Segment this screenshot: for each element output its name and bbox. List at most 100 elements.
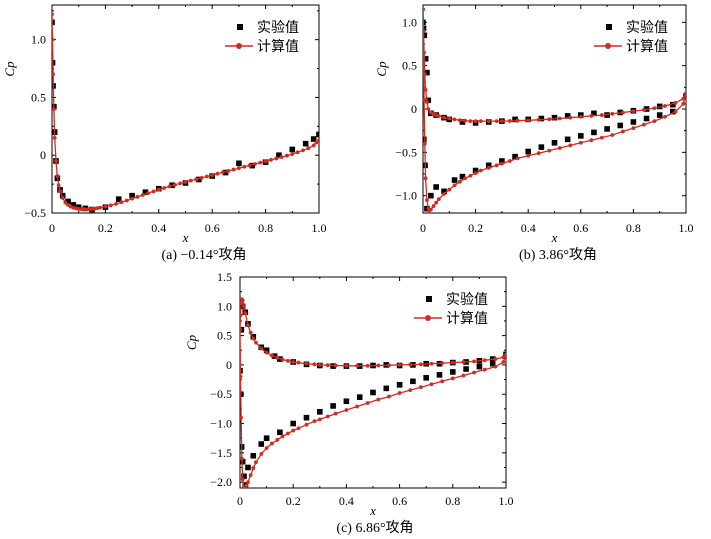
experimental-point <box>70 202 77 208</box>
computed-point <box>684 91 686 96</box>
computed-point <box>473 171 478 176</box>
computed-point <box>620 110 625 115</box>
data-layer <box>240 297 506 488</box>
computed-point <box>279 155 284 159</box>
computed-point <box>240 374 243 379</box>
computed-point <box>263 159 268 164</box>
computed-point <box>285 431 290 436</box>
computed-point <box>482 358 487 363</box>
experimental-point <box>258 441 265 447</box>
computed-point <box>494 163 499 168</box>
computed-point <box>426 107 431 111</box>
computed-point <box>452 183 457 188</box>
computed-point <box>436 114 441 118</box>
computed-point <box>296 360 301 365</box>
computed-point <box>365 363 370 368</box>
experimental-point <box>670 101 676 108</box>
experimental-point <box>423 25 427 32</box>
computed-point <box>589 138 594 143</box>
computed-point <box>663 104 667 108</box>
computed-point <box>231 167 236 172</box>
y-tick-label: 1.0 <box>402 15 417 29</box>
y-axis-label: Cp <box>184 334 199 350</box>
computed-point <box>482 367 487 372</box>
computed-point <box>473 119 478 124</box>
computed-point <box>226 169 231 173</box>
x-tick-label: 0.6 <box>392 494 407 508</box>
experimental-point <box>142 189 149 195</box>
computed-point <box>124 198 129 203</box>
computed-point <box>275 355 280 360</box>
computed-point <box>472 359 476 364</box>
experimental-point <box>263 347 270 354</box>
computed-point <box>425 100 429 104</box>
computed-point <box>317 138 319 143</box>
computed-point <box>610 133 615 137</box>
data-layer <box>423 7 686 213</box>
x-tick-label: 0.8 <box>445 494 460 508</box>
computed-point <box>507 119 512 123</box>
computed-point <box>79 207 84 212</box>
computed-point <box>259 452 264 456</box>
computed-point <box>494 119 499 124</box>
experimental-point <box>241 473 247 480</box>
experimental-point <box>129 192 135 199</box>
computed-point <box>355 363 359 368</box>
computed-point <box>82 207 86 212</box>
computed-point <box>270 441 274 446</box>
computed-point <box>240 477 245 482</box>
y-tick-label: 1.5 <box>217 270 232 284</box>
computed-point <box>242 164 247 169</box>
computed-point <box>547 148 552 153</box>
computed-point <box>280 357 285 362</box>
experimental-point <box>277 429 283 436</box>
computed-point <box>652 119 657 124</box>
experimental-point <box>617 122 624 129</box>
experimental-point <box>591 110 597 117</box>
computed-point <box>355 404 359 409</box>
experimental-point <box>656 112 663 118</box>
computed-point <box>258 160 263 165</box>
chart-caption: (c) 6.86°攻角 <box>336 520 413 536</box>
legend-label-experimental: 实验值 <box>257 20 299 36</box>
computed-point <box>130 196 135 201</box>
computed-point <box>472 370 476 375</box>
computed-point <box>547 117 552 122</box>
computed-point <box>568 143 573 148</box>
experimental-point <box>459 119 466 125</box>
computed-point <box>557 116 562 121</box>
computed-point <box>663 114 667 119</box>
experimental-point <box>236 160 242 167</box>
legend-label-experimental: 实验值 <box>626 20 668 36</box>
computed-point <box>240 301 243 306</box>
experimental-point <box>670 108 676 115</box>
y-tick-label: −1.0 <box>210 417 232 431</box>
computed-point <box>246 323 250 327</box>
legend-square-marker <box>426 296 432 302</box>
y-tick-label: −1.5 <box>210 446 232 460</box>
experimental-point <box>115 196 122 202</box>
computed-point <box>468 173 473 178</box>
legend-square-marker <box>606 24 612 30</box>
x-tick-label: 0.2 <box>98 221 113 235</box>
computed-point <box>397 363 402 367</box>
computed-point <box>408 362 413 367</box>
computed-point <box>237 166 241 171</box>
experimental-point <box>525 148 531 155</box>
computed-point <box>434 200 439 205</box>
computed-point <box>251 336 256 341</box>
computed-point <box>536 117 541 122</box>
experimental-point <box>317 409 323 415</box>
computed-point <box>275 438 280 442</box>
computed-point <box>568 115 573 120</box>
experimental-point <box>303 414 310 421</box>
experimental-point <box>240 326 245 333</box>
experimental-point <box>59 192 66 199</box>
legend-label-computed: 计算值 <box>446 311 488 327</box>
computed-point <box>500 119 504 124</box>
computed-point <box>199 175 204 180</box>
computed-point <box>183 180 188 184</box>
experimental-point <box>240 458 246 465</box>
computed-point <box>242 304 246 309</box>
